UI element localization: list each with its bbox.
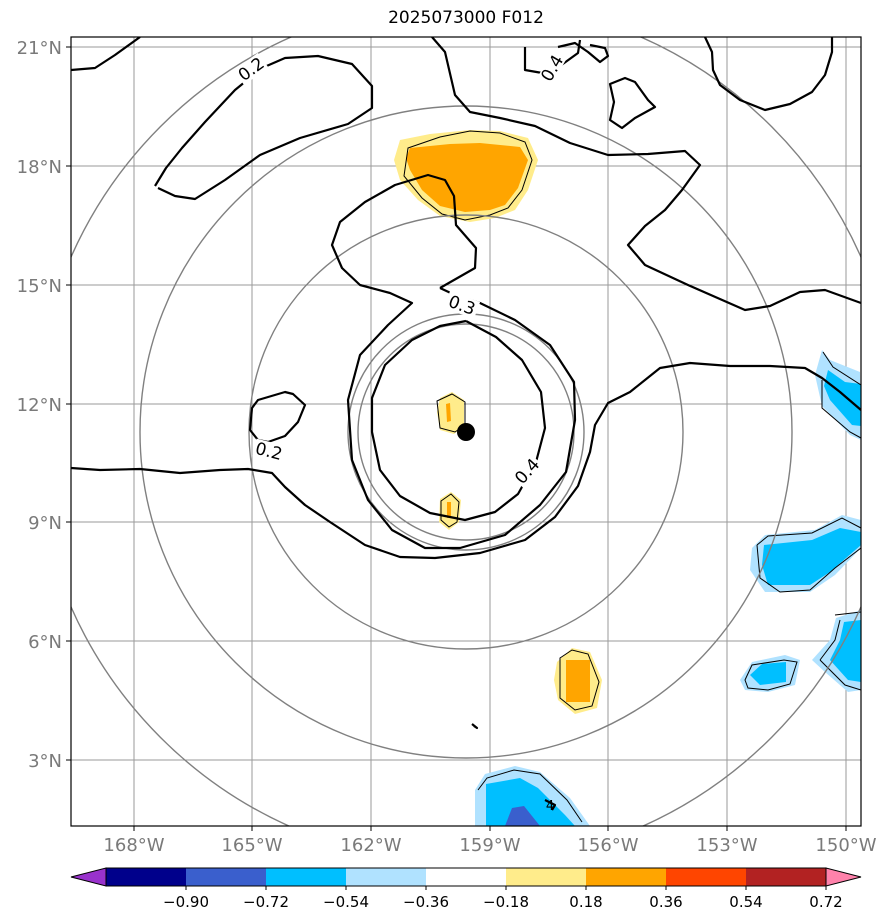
colorbar-extend-low: [70, 867, 107, 887]
colorbar-swatch: [266, 868, 346, 886]
positive-shading: [394, 130, 602, 714]
contour-line: [370, 319, 547, 522]
map-title: 2025073000 F012: [388, 8, 544, 28]
contour-line: [471, 723, 479, 730]
positive-area-mid: [566, 660, 590, 702]
lon-tick-label: 156°W: [577, 835, 638, 856]
storm-center-marker: [457, 423, 475, 441]
contour-line: [608, 76, 657, 130]
colorbar-swatch: [186, 868, 266, 886]
lat-tick-label: 21°N: [17, 38, 62, 59]
range-ring: [248, 214, 684, 650]
colorbar-swatch: [346, 868, 426, 886]
negative-area-mid: [824, 370, 861, 426]
colorbar-swatch: [426, 868, 506, 886]
lon-tick-label: 159°W: [459, 835, 520, 856]
negative-shading: [475, 350, 861, 826]
negative-area-dark: [505, 806, 540, 826]
positive-area-mid: [446, 403, 451, 422]
colorbar-tick-label: 0.54: [729, 893, 762, 911]
colorbar: −0.90 −0.72 −0.54 −0.36 −0.18 0.18 0.36 0.54 0.7…: [70, 867, 890, 911]
lat-tick-label: 12°N: [17, 395, 62, 416]
negative-area-mid: [830, 620, 861, 682]
lon-tick-label: 168°W: [103, 835, 164, 856]
contour-label: 0.2: [253, 439, 284, 465]
contour-line: [431, 37, 861, 312]
colorbar-tick-label: 0.18: [569, 893, 602, 911]
negative-area-mid: [750, 662, 786, 685]
map-frame: [70, 36, 862, 827]
contour-line: [71, 361, 861, 560]
lat-tick-label: 18°N: [17, 157, 62, 178]
colorbar-tick-label: −0.18: [483, 893, 529, 911]
lon-tick-label: 150°W: [815, 835, 876, 856]
longitude-labels: 168°W 165°W 162°W 159°W 156°W 153°W 150°…: [103, 835, 876, 856]
colorbar-tick-label: −0.36: [403, 893, 449, 911]
colorbar-swatch: [106, 868, 186, 886]
lat-tick-label: 6°N: [28, 632, 62, 653]
positive-area-mid: [447, 502, 451, 518]
lat-tick-label: 3°N: [28, 751, 62, 772]
contour-line: [330, 173, 577, 550]
contour-line: [704, 37, 834, 112]
lon-tick-label: 165°W: [221, 835, 282, 856]
contour-line: [557, 41, 610, 64]
contour-line: [71, 37, 141, 72]
contour-lines: [71, 37, 861, 811]
lat-tick-label: 9°N: [28, 513, 62, 534]
colorbar-tick-label: −0.90: [163, 893, 209, 911]
map-plot-area: 0.2 0.4 0.3 0.2 0.4 4: [71, 37, 861, 826]
contour-label: 0.4: [511, 455, 544, 488]
lat-tick-label: 15°N: [17, 276, 62, 297]
contour-label: 0.2: [235, 54, 269, 86]
colorbar-tick-label: 0.36: [649, 893, 682, 911]
colorbar-swatch: [506, 868, 586, 886]
contour-line: [544, 799, 557, 811]
colorbar-swatch: [586, 868, 666, 886]
negative-area-mid: [762, 528, 861, 585]
colorbar-tick-label: 0.72: [809, 893, 842, 911]
tick-marks: [66, 46, 847, 831]
colorbar-swatch: [666, 868, 746, 886]
contour-label: 4: [546, 799, 554, 814]
shading-outlines: [403, 130, 861, 823]
contour-line: [154, 54, 374, 201]
colorbar-tick-label: −0.72: [243, 893, 289, 911]
latitude-labels: 21°N 18°N 15°N 12°N 9°N 6°N 3°N: [17, 38, 62, 772]
colorbar-extend-high: [825, 867, 862, 887]
lon-tick-label: 153°W: [696, 835, 757, 856]
colorbar-tick-label: −0.54: [323, 893, 369, 911]
colorbar-frame: [105, 867, 827, 887]
negative-area-mid: [486, 778, 575, 826]
colorbar-swatch: [746, 868, 826, 886]
contour-line: [248, 390, 307, 444]
lon-tick-label: 162°W: [340, 835, 401, 856]
positive-area-mid: [406, 143, 528, 212]
